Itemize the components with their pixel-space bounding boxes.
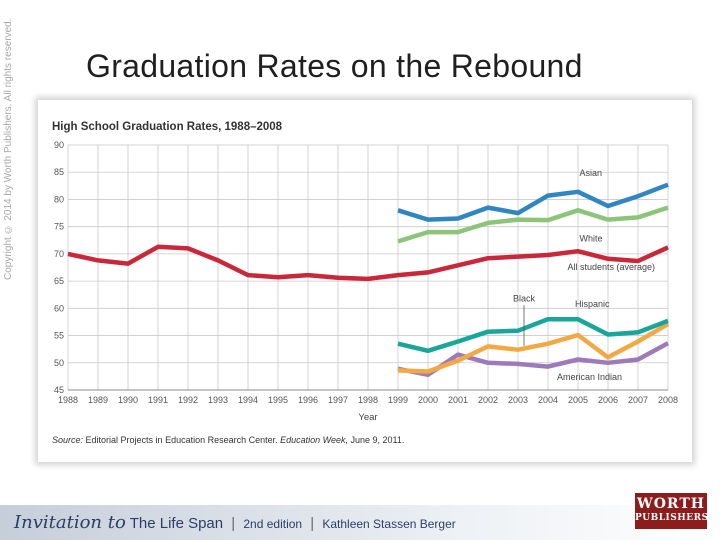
series-script: Invitation to [14, 512, 126, 533]
y-tick-label: 70 [54, 249, 64, 259]
y-tick-label: 65 [54, 276, 64, 286]
x-tick-label: 2001 [448, 395, 468, 405]
x-tick-label: 1995 [268, 395, 288, 405]
series-label-american-indian: American Indian [557, 372, 622, 382]
chart-figure: 45 50 55 60 65 70 75 80 85 90 1988 1989 1990 1991 1992… [38, 100, 692, 462]
source-date: June 9, 2011. [348, 435, 404, 445]
series-name: The Life Span [129, 515, 224, 532]
x-tick-label: 2007 [628, 395, 648, 405]
x-tick-label: 2005 [568, 395, 588, 405]
x-tick-label: 2000 [418, 395, 438, 405]
author: Kathleen Stassen Berger [322, 517, 456, 531]
logo-line-2: PUBLISHERS [635, 513, 709, 523]
source-label: Source: [52, 435, 84, 445]
series-label-white: White [580, 233, 603, 243]
copyright-notice: Copyright © 2014 by Worth Publishers. Al… [3, 18, 14, 281]
series-label-all: All students (average) [568, 262, 656, 272]
x-tick-label: 1994 [238, 395, 258, 405]
x-tick-label: 1991 [148, 395, 168, 405]
series-line-hispanic [397, 316, 669, 354]
y-tick-label: 85 [54, 167, 64, 177]
series-label-black: Black [513, 293, 536, 303]
series-label-asian: Asian [580, 168, 603, 178]
separator: | [310, 515, 315, 532]
series-line-black [397, 322, 670, 374]
y-tick-label: 75 [54, 222, 64, 232]
line-chart: 45 50 55 60 65 70 75 80 85 90 1988 1989 1990 1991 1992… [52, 121, 678, 445]
x-tick-label: 2006 [598, 395, 618, 405]
series-line-white [397, 205, 669, 244]
edition: 2nd edition [243, 517, 303, 531]
y-tick-label: 45 [54, 385, 64, 395]
source-publication: Education Week, [280, 435, 348, 445]
x-tick-label: 1999 [388, 395, 408, 405]
x-tick-label: 2002 [478, 395, 498, 405]
x-tick-label: 1989 [88, 395, 108, 405]
series-line-asian [397, 182, 669, 222]
footer-band [0, 505, 720, 540]
x-axis-label: Year [358, 412, 377, 423]
logo-line-1: WORTH [637, 496, 705, 512]
book-series: Invitation to The Life Span | 2nd editio… [14, 512, 456, 533]
slide-title: Graduation Rates on the Rebound [86, 48, 583, 84]
x-tick-label: 2008 [658, 395, 678, 405]
x-tick-label: 2003 [508, 395, 528, 405]
series-label-hispanic: Hispanic [575, 299, 610, 309]
y-tick-label: 60 [54, 303, 64, 313]
source-text: Editorial Projects in Education Research… [83, 435, 280, 445]
x-tick-label: 1998 [358, 395, 378, 405]
chart-title: High School Graduation Rates, 1988–2008 [52, 121, 283, 133]
separator: | [231, 515, 236, 532]
y-tick-label: 80 [54, 194, 64, 204]
x-tick-label: 1993 [208, 395, 228, 405]
x-tick-label: 2004 [538, 395, 558, 405]
x-tick-label: 1988 [58, 395, 78, 405]
y-tick-label: 90 [54, 140, 64, 150]
chart-source: Source: Editorial Projects in Education … [52, 435, 404, 445]
x-tick-label: 1992 [178, 395, 198, 405]
series-line-all [67, 244, 669, 282]
y-tick-label: 55 [54, 331, 64, 341]
y-tick-label: 50 [54, 358, 64, 368]
publisher-logo: WORTH PUBLISHERS [635, 493, 709, 529]
x-tick-label: 1997 [328, 395, 348, 405]
x-tick-label: 1990 [118, 395, 138, 405]
x-tick-label: 1996 [298, 395, 318, 405]
